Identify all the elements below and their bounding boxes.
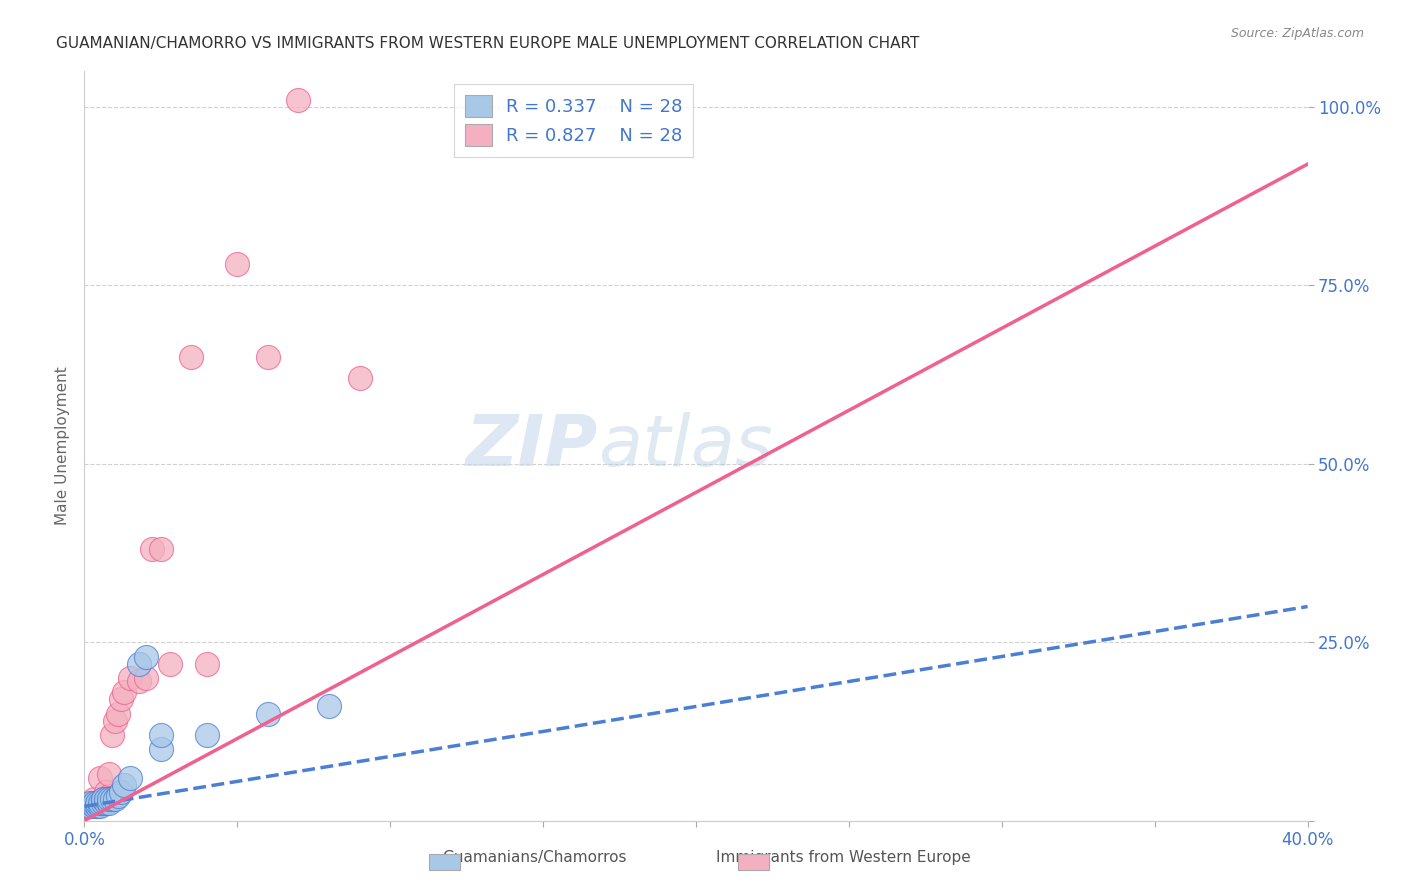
Point	[128, 657, 150, 671]
Point	[349, 371, 371, 385]
Point	[91, 796, 114, 810]
Point	[120, 771, 142, 785]
Point	[83, 799, 105, 814]
Point	[79, 799, 101, 814]
Point	[86, 796, 108, 810]
Point	[97, 789, 120, 803]
Point	[112, 778, 135, 792]
Point	[94, 796, 117, 810]
Point	[89, 799, 111, 814]
Point	[135, 649, 157, 664]
Point	[128, 674, 150, 689]
Text: Immigrants from Western Europe: Immigrants from Western Europe	[716, 850, 972, 865]
Point	[94, 792, 117, 806]
Text: Guamanians/Chamorros: Guamanians/Chamorros	[441, 850, 627, 865]
Point	[257, 706, 280, 721]
Point	[195, 657, 218, 671]
Point	[76, 799, 98, 814]
Point	[76, 799, 98, 814]
Point	[135, 671, 157, 685]
Text: Source: ZipAtlas.com: Source: ZipAtlas.com	[1230, 27, 1364, 40]
Point	[120, 671, 142, 685]
Point	[97, 792, 120, 806]
Point	[159, 657, 181, 671]
Point	[318, 699, 340, 714]
Point	[94, 785, 117, 799]
Point	[79, 796, 101, 810]
Point	[97, 767, 120, 781]
Point	[141, 542, 163, 557]
Point	[89, 796, 111, 810]
Point	[180, 350, 202, 364]
Point	[107, 789, 129, 803]
Point	[104, 792, 127, 806]
Point	[86, 799, 108, 814]
Text: GUAMANIAN/CHAMORRO VS IMMIGRANTS FROM WESTERN EUROPE MALE UNEMPLOYMENT CORRELATI: GUAMANIAN/CHAMORRO VS IMMIGRANTS FROM WE…	[56, 36, 920, 51]
Point	[83, 796, 105, 810]
Point	[97, 796, 120, 810]
Point	[112, 685, 135, 699]
Point	[83, 792, 105, 806]
Point	[110, 785, 132, 799]
Y-axis label: Male Unemployment: Male Unemployment	[55, 367, 70, 525]
Text: ZIP: ZIP	[465, 411, 598, 481]
Text: atlas: atlas	[598, 411, 773, 481]
Point	[91, 792, 114, 806]
Legend: R = 0.337    N = 28, R = 0.827    N = 28: R = 0.337 N = 28, R = 0.827 N = 28	[454, 84, 693, 157]
Point	[195, 728, 218, 742]
Point	[149, 542, 172, 557]
Point	[89, 771, 111, 785]
Point	[149, 742, 172, 756]
Point	[79, 799, 101, 814]
Point	[107, 706, 129, 721]
Point	[91, 792, 114, 806]
Point	[86, 799, 108, 814]
Point	[257, 350, 280, 364]
Point	[83, 796, 105, 810]
Point	[226, 257, 249, 271]
Point	[89, 796, 111, 810]
Point	[287, 93, 309, 107]
Point	[104, 714, 127, 728]
Point	[110, 692, 132, 706]
Point	[149, 728, 172, 742]
Point	[101, 728, 124, 742]
Point	[101, 792, 124, 806]
